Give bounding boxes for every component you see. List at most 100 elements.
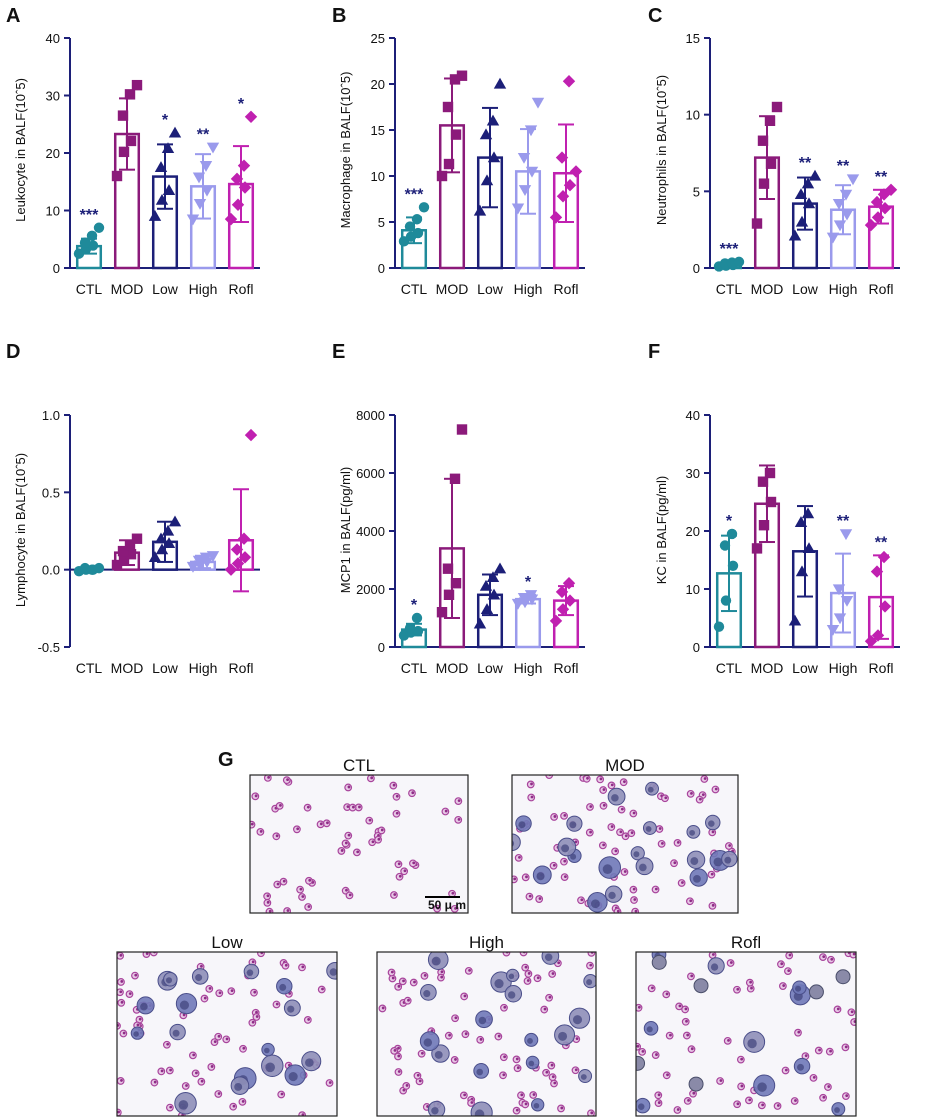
- y-axis-label: Neutrophils in BALF(10ˆ5): [654, 75, 669, 225]
- data-point: [733, 256, 745, 268]
- data-point: [443, 589, 455, 600]
- micrograph-image: [117, 952, 337, 1116]
- micrograph-image: [512, 775, 738, 913]
- y-tick-label: 2000: [356, 582, 385, 597]
- data-point: [794, 516, 808, 527]
- data-point: [404, 622, 416, 634]
- x-tick-label: High: [189, 660, 218, 676]
- data-point: [124, 539, 136, 551]
- data-point: [412, 625, 424, 637]
- panel-label: F: [648, 341, 660, 363]
- data-point: [486, 571, 500, 583]
- y-tick-label: 8000: [356, 408, 385, 423]
- data-point: [713, 621, 725, 632]
- data-point: [871, 629, 885, 642]
- data-point: [456, 70, 468, 81]
- x-tick-label: CTL: [401, 660, 428, 676]
- y-tick-label: 10: [686, 108, 700, 123]
- data-point: [238, 181, 252, 194]
- y-axis-label: Macrophage in BALF(10ˆ5): [338, 72, 353, 229]
- data-point: [443, 158, 455, 170]
- panel-label: E: [332, 341, 345, 363]
- data-point: [757, 135, 769, 146]
- x-tick-label: Low: [152, 281, 179, 297]
- y-tick-label: 15: [686, 31, 700, 46]
- x-tick-label: CTL: [401, 281, 428, 297]
- data-point: [727, 560, 739, 571]
- x-tick-label: CTL: [76, 660, 103, 676]
- data-point: [832, 198, 846, 210]
- data-point: [125, 135, 137, 147]
- data-point: [563, 179, 577, 192]
- data-point: [878, 202, 892, 215]
- chart-panel-f: F 0 10 20 30 40 KC in BALF(pg/ml) * CTL MOD Low ** H…: [648, 341, 900, 676]
- significance-mark: *: [525, 574, 532, 591]
- data-point: [449, 473, 461, 484]
- significance-mark: **: [197, 126, 210, 143]
- data-point: [186, 214, 200, 226]
- data-point: [87, 240, 99, 251]
- x-tick-label: CTL: [716, 660, 743, 676]
- data-point: [802, 197, 816, 209]
- y-tick-label: 1.0: [42, 408, 60, 423]
- y-tick-label: 0: [693, 640, 700, 655]
- data-point: [757, 476, 769, 487]
- data-point: [244, 110, 258, 123]
- micrograph-low: Low: [116, 933, 338, 1117]
- x-tick-label: MOD: [111, 660, 144, 676]
- data-point: [788, 229, 802, 241]
- data-point: [244, 428, 258, 442]
- data-point: [450, 129, 462, 140]
- data-point: [200, 557, 214, 569]
- significance-mark: **: [837, 158, 850, 175]
- data-point: [771, 101, 783, 113]
- data-point: [193, 560, 207, 572]
- y-tick-label: 10: [371, 169, 385, 184]
- micrograph-title: High: [469, 933, 504, 952]
- data-point: [788, 614, 802, 626]
- data-point: [155, 193, 169, 205]
- data-point: [168, 515, 182, 527]
- data-point: [517, 152, 531, 164]
- y-tick-label: 4000: [356, 524, 385, 539]
- micrograph-title: MOD: [605, 756, 645, 775]
- panel-label: A: [6, 5, 20, 27]
- data-point: [555, 151, 569, 164]
- micrograph-mod: MOD: [511, 756, 739, 914]
- x-tick-label: High: [514, 281, 543, 297]
- data-point: [511, 598, 525, 610]
- significance-mark: ***: [80, 207, 99, 224]
- data-point: [480, 603, 494, 614]
- data-point: [162, 537, 176, 549]
- y-tick-label: 5: [378, 215, 385, 230]
- data-point: [473, 617, 487, 629]
- data-point: [199, 161, 213, 172]
- significance-mark: *: [726, 513, 733, 530]
- data-point: [230, 543, 244, 556]
- data-point: [794, 188, 808, 200]
- data-point: [846, 174, 860, 186]
- x-tick-label: CTL: [76, 281, 103, 297]
- y-tick-label: 20: [46, 146, 60, 161]
- data-point: [206, 551, 220, 562]
- x-tick-label: MOD: [751, 660, 784, 676]
- data-point: [231, 198, 245, 211]
- significance-mark: **: [837, 513, 850, 530]
- data-point: [231, 557, 245, 570]
- y-tick-label: 0: [693, 261, 700, 276]
- data-point: [125, 549, 137, 560]
- y-tick-label: 20: [686, 524, 700, 539]
- y-tick-label: 0: [378, 261, 385, 276]
- panel-label: B: [332, 5, 346, 27]
- data-point: [200, 185, 214, 197]
- data-point: [148, 210, 162, 221]
- data-point: [237, 159, 251, 172]
- data-point: [131, 533, 143, 544]
- x-tick-label: High: [829, 660, 858, 676]
- data-point: [479, 579, 493, 591]
- x-tick-label: MOD: [436, 660, 469, 676]
- data-point: [186, 561, 200, 573]
- data-point: [864, 635, 878, 648]
- x-tick-label: Rofl: [229, 660, 254, 676]
